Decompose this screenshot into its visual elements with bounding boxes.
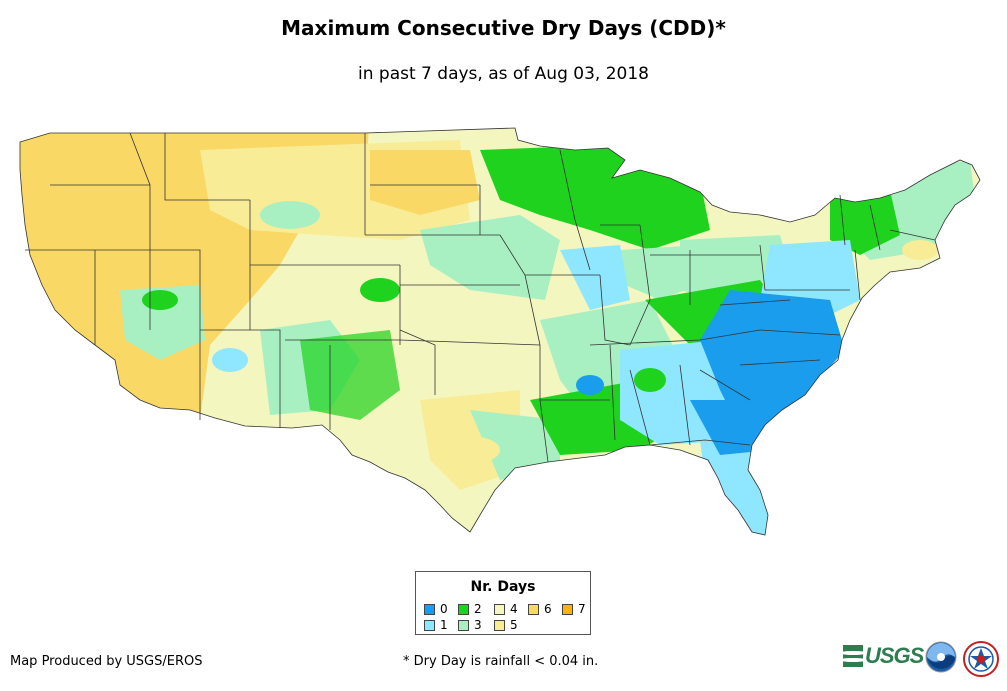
legend-swatch-2 xyxy=(458,603,469,615)
legend-item-2: 2 xyxy=(458,602,482,616)
legend-swatch-4 xyxy=(494,603,505,615)
legend-item-3: 3 xyxy=(458,618,482,632)
legend-label-6: 6 xyxy=(544,602,552,616)
usgs-logo: USGS xyxy=(843,643,924,669)
legend-swatch-6 xyxy=(528,603,539,615)
legend-label-5: 5 xyxy=(510,618,518,632)
legend-label-3: 3 xyxy=(474,618,482,632)
map-credit: Map Produced by USGS/EROS xyxy=(10,654,203,669)
legend-item-5: 5 xyxy=(494,618,518,632)
legend-swatch-5 xyxy=(494,619,505,631)
legend-label-2: 2 xyxy=(474,602,482,616)
nws-logo xyxy=(963,641,999,677)
dry-day-footnote: * Dry Day is rainfall < 0.04 in. xyxy=(403,654,599,669)
legend-item-1: 1 xyxy=(424,618,448,632)
usgs-logo-text: USGS xyxy=(865,643,924,668)
map-title: Maximum Consecutive Dry Days (CDD)* xyxy=(281,16,726,40)
legend-swatch-1 xyxy=(424,619,435,631)
legend-swatch-7 xyxy=(562,603,573,615)
legend-label-1: 1 xyxy=(440,618,448,632)
legend: Nr. Days 0 1 2 3 4 5 6 7 xyxy=(415,571,591,635)
legend-item-6: 6 xyxy=(528,602,552,616)
legend-swatch-0 xyxy=(424,603,435,615)
usgs-wave-icon xyxy=(843,645,863,667)
legend-label-4: 4 xyxy=(510,602,518,616)
legend-item-0: 0 xyxy=(424,602,448,616)
legend-label-0: 0 xyxy=(440,602,448,616)
legend-title: Nr. Days xyxy=(470,579,536,595)
map-subtitle: in past 7 days, as of Aug 03, 2018 xyxy=(358,64,649,84)
legend-label-7: 7 xyxy=(578,602,586,616)
legend-swatch-3 xyxy=(458,619,469,631)
legend-item-7: 7 xyxy=(562,602,586,616)
legend-item-4: 4 xyxy=(494,602,518,616)
noaa-logo xyxy=(925,641,957,673)
